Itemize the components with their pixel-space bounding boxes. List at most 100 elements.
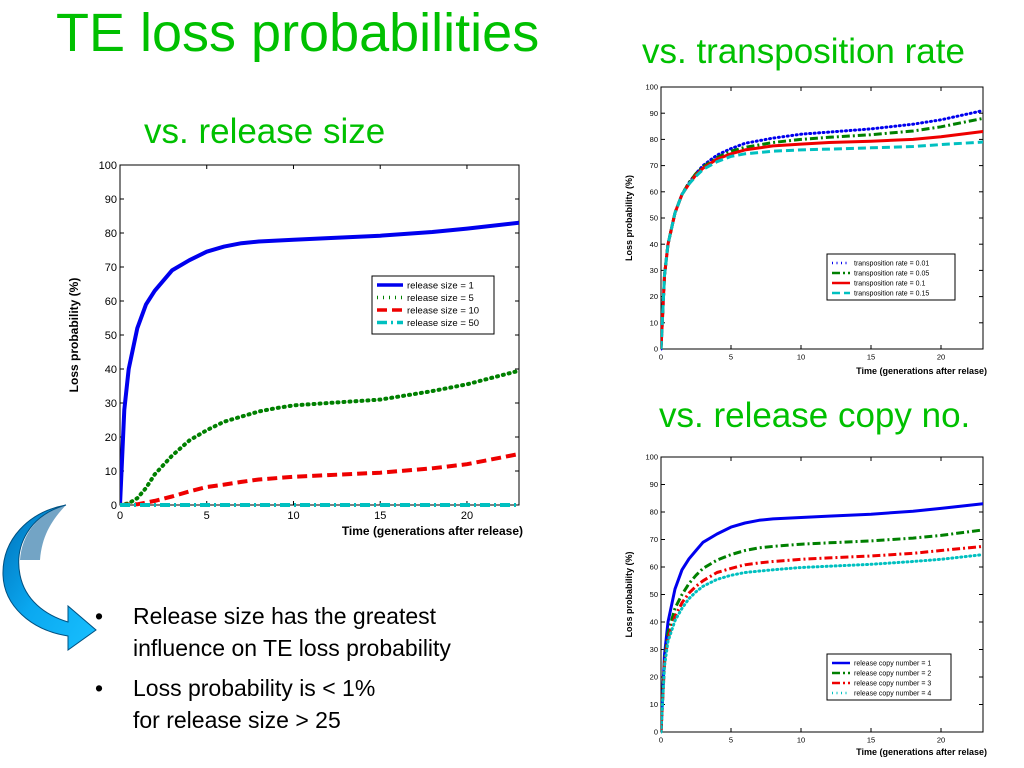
y-tick-label: 20 [650, 673, 658, 682]
series-line [120, 368, 519, 507]
y-tick-label: 80 [650, 508, 658, 517]
series-group [661, 109, 983, 351]
x-tick-label: 15 [374, 510, 386, 522]
series-group [661, 502, 983, 734]
series-line [661, 130, 983, 350]
x-axis-label: Time (generations after relase) [856, 366, 987, 376]
y-tick-label: 60 [650, 187, 658, 196]
chart-group: 0 10 20 30 40 50 60 70 80 90 100 0 5 10 15 20 Time (gene… [624, 83, 987, 376]
y-tick-label: 70 [650, 161, 658, 170]
y-tick-label: 100 [99, 160, 117, 172]
x-tick-label: 5 [204, 510, 210, 522]
plot-area [119, 164, 520, 506]
subtitle-release-copy: vs. release copy no. [659, 396, 971, 435]
y-tick-label: 0 [654, 728, 658, 737]
legend-label: release size = 1 [407, 280, 474, 291]
y-tick-label: 10 [105, 466, 117, 478]
y-tick-label: 40 [650, 240, 658, 249]
y-tick-label: 100 [645, 453, 658, 462]
x-tick-label: 15 [867, 353, 875, 362]
y-tick-label: 40 [650, 618, 658, 627]
y-tick-label: 90 [650, 109, 658, 118]
x-tick-label: 0 [659, 353, 663, 362]
y-tick-label: 30 [105, 398, 117, 410]
series-line [661, 544, 983, 733]
legend-label: transposition rate = 0.05 [854, 270, 929, 277]
x-tick-label: 20 [937, 353, 945, 362]
legend: transposition rate = 0.01 transposition r… [826, 253, 956, 301]
y-tick-label: 50 [650, 214, 658, 223]
legend-label: release size = 10 [407, 305, 479, 316]
x-tick-label: 0 [117, 510, 123, 522]
y-tick-label: 10 [650, 700, 658, 709]
y-tick-label: 50 [650, 590, 658, 599]
y-tick-label: 80 [105, 228, 117, 240]
y-tick-label: 70 [650, 535, 658, 544]
y-tick-label: 90 [105, 194, 117, 206]
slide-title: TE loss probabilities [56, 3, 540, 63]
bullet-line: Release size has the greatest [133, 603, 437, 629]
legend-label: transposition rate = 0.15 [854, 290, 929, 297]
x-axis-label: Time (generations after release) [342, 524, 523, 538]
series-line [661, 553, 983, 734]
y-tick-label: 10 [650, 318, 658, 327]
chart-group: 0 10 20 30 40 50 60 70 80 90 100 0 5 10 15 20 Time (gene… [67, 160, 523, 538]
bullet-line: influence on TE loss probability [133, 635, 451, 661]
chart-group: 0 10 20 30 40 50 60 70 80 90 100 0 5 10 15 20 Time (gene… [624, 453, 987, 757]
legend-label: transposition rate = 0.01 [854, 260, 929, 267]
legend-label: release copy number = 1 [854, 660, 931, 667]
series-line [661, 528, 983, 733]
subtitle-release-size: vs. release size [144, 112, 386, 151]
bullet-line: for release size > 25 [133, 707, 341, 733]
legend-box [826, 653, 952, 701]
x-axis-label: Time (generations after relase) [856, 747, 987, 757]
x-tick-label: 5 [729, 353, 733, 362]
x-tick-label: 5 [729, 736, 733, 745]
legend-label: release copy number = 2 [854, 670, 931, 677]
y-tick-label: 90 [650, 480, 658, 489]
curved-arrow-icon [2, 504, 97, 651]
y-axis-label: Loss probability (%) [624, 551, 634, 637]
legend: release copy number = 1 release copy numb… [826, 653, 952, 701]
y-tick-label: 20 [105, 432, 117, 444]
series-group [120, 220, 519, 507]
y-tick-label: 60 [650, 563, 658, 572]
x-tick-label: 0 [659, 736, 663, 745]
y-tick-label: 30 [650, 645, 658, 654]
y-tick-label: 80 [650, 135, 658, 144]
y-tick-label: 20 [650, 292, 658, 301]
series-line [661, 502, 983, 733]
plot-area [660, 86, 984, 350]
y-axis-label: Loss probability (%) [67, 278, 81, 393]
legend-label: release size = 50 [407, 318, 479, 329]
subtitle-transposition-rate: vs. transposition rate [642, 32, 965, 71]
y-tick-label: 60 [105, 296, 117, 308]
x-tick-label: 10 [797, 736, 805, 745]
x-tick-label: 10 [797, 353, 805, 362]
series-line [120, 220, 519, 506]
y-tick-label: 50 [105, 330, 117, 342]
y-tick-label: 0 [654, 345, 658, 354]
y-tick-label: 40 [105, 364, 117, 376]
bullet-item: Release size has the greatest influence … [95, 600, 451, 664]
y-tick-label: 0 [111, 500, 117, 512]
y-tick-label: 100 [645, 83, 658, 92]
legend-label: transposition rate = 0.1 [854, 280, 926, 287]
bullet-item: Loss probability is < 1% for release siz… [95, 672, 451, 736]
bullet-list: Release size has the greatest influence … [95, 600, 451, 744]
y-tick-label: 30 [650, 266, 658, 275]
x-tick-label: 20 [937, 736, 945, 745]
y-tick-label: 70 [105, 262, 117, 274]
legend-label: release copy number = 3 [854, 680, 931, 687]
x-tick-label: 10 [287, 510, 299, 522]
legend-label: release copy number = 4 [854, 690, 931, 697]
y-axis-label: Loss probability (%) [624, 175, 634, 261]
x-tick-label: 20 [461, 510, 473, 522]
x-tick-label: 15 [867, 736, 875, 745]
bullet-line: Loss probability is < 1% [133, 675, 376, 701]
legend-label: release size = 5 [407, 293, 474, 304]
